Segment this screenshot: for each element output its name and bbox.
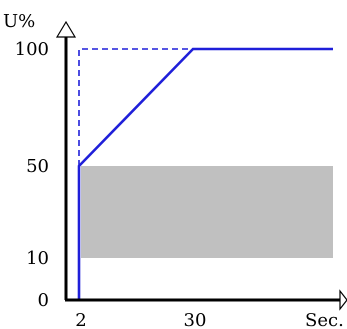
y-tick-label-10: 10 [26, 248, 49, 269]
axes-layer [55, 20, 347, 311]
tick-labels-layer: 0 10 50 100 2 30 [15, 39, 207, 329]
y-axis-arrow-icon [55, 20, 77, 38]
x-tick-label-30: 30 [184, 310, 207, 329]
y-tick-label-0: 0 [38, 290, 49, 311]
series-line-0 [77, 47, 333, 300]
reference-line-0 [78, 48, 193, 166]
reference-lines-layer [78, 48, 193, 166]
y-tick-label-100: 100 [15, 39, 49, 60]
x-axis-arrow-icon [339, 289, 347, 311]
y-tick-label-50: 50 [26, 156, 49, 177]
shaded-band-0 [81, 166, 333, 258]
series-layer [77, 47, 333, 300]
x-tick-label-2: 2 [75, 310, 86, 329]
shaded-band-layer [81, 166, 333, 258]
x-axis-label: Sec. [305, 310, 344, 329]
y-axis-label: U% [3, 11, 35, 32]
